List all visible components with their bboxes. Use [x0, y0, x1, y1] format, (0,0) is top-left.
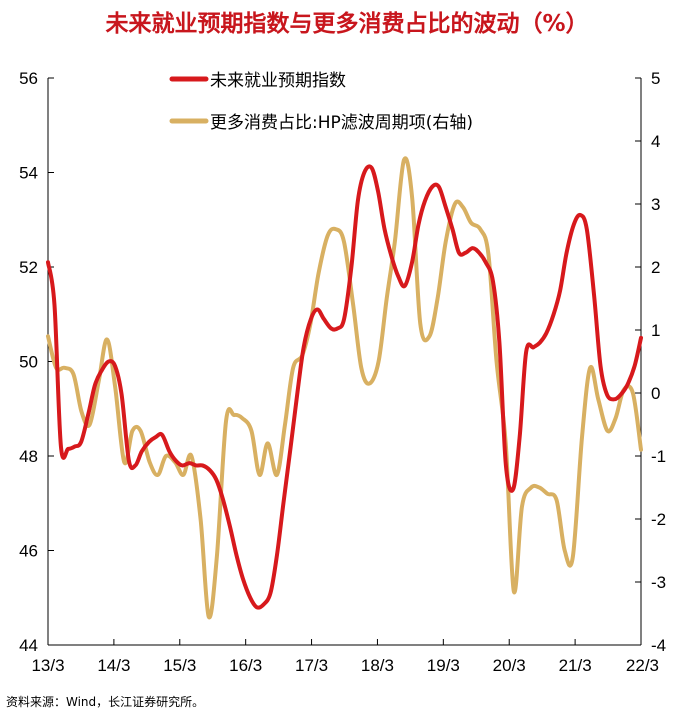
left-tick-label: 50: [19, 353, 38, 372]
x-tick-label: 15/3: [163, 656, 196, 675]
left-tick-label: 44: [19, 636, 38, 655]
left-tick-label: 54: [19, 164, 38, 183]
legend-label: 未来就业预期指数: [210, 71, 346, 91]
right-tick-label: -4: [651, 636, 666, 655]
x-tick-label: 19/3: [427, 656, 460, 675]
right-tick-label: -2: [651, 510, 666, 529]
left-tick-label: 48: [19, 447, 38, 466]
right-tick-label: -1: [651, 447, 666, 466]
x-tick-label: 20/3: [493, 656, 526, 675]
right-tick-label: 4: [651, 132, 660, 151]
right-tick-label: 1: [651, 321, 660, 340]
x-tick-label: 14/3: [97, 656, 130, 675]
x-tick-label: 17/3: [295, 656, 328, 675]
right-tick-label: 3: [651, 195, 660, 214]
chart-title: 未来就业预期指数与更多消费占比的波动（%）: [105, 11, 589, 37]
right-tick-label: 0: [651, 384, 660, 403]
left-tick-label: 56: [19, 69, 38, 88]
source-note: 资料来源：Wind，长江证券研究所。: [6, 695, 205, 709]
left-tick-label: 46: [19, 542, 38, 561]
x-tick-label: 18/3: [361, 656, 394, 675]
right-tick-label: 2: [651, 258, 660, 277]
series-line-consumption-share-hp: [46, 156, 643, 620]
right-tick-label: 5: [651, 69, 660, 88]
x-tick-label: 13/3: [31, 656, 64, 675]
chart-axes: 44 46 48 50 52 54 56 -4 -3 -2 -1 0 1 2 3 4 5 13/3 14/3 15/3…: [19, 69, 666, 675]
x-tick-label: 21/3: [559, 656, 592, 675]
legend-label: 更多消费占比:HP滤波周期项(右轴): [210, 113, 473, 133]
x-tick-label: 22/3: [626, 656, 659, 675]
x-tick-label: 16/3: [229, 656, 262, 675]
right-tick-label: -3: [651, 573, 666, 592]
chart-lines: [46, 156, 643, 620]
left-tick-label: 52: [19, 258, 38, 277]
series-line-employment-expectation: [46, 164, 643, 610]
